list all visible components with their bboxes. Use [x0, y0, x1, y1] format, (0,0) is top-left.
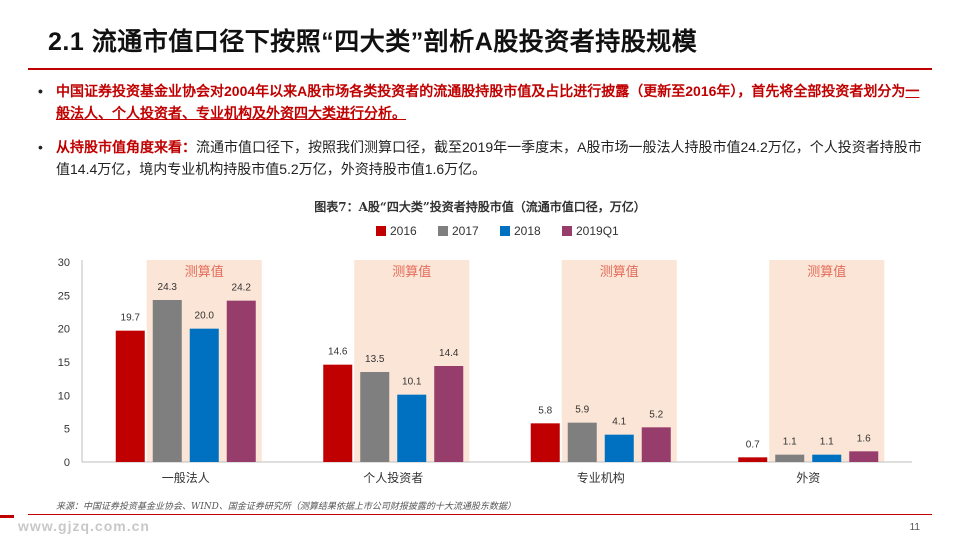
data-label: 1.6 — [857, 433, 871, 444]
estimate-label: 测算值 — [185, 264, 224, 279]
bullet-text-a: 中国证券投资基金业协会对2004年以来A股市场各类投资者的流通股持股市值及占比进… — [56, 83, 794, 99]
site-watermark: www.gjzq.com.cn — [18, 518, 150, 534]
bullet-dot: • — [38, 139, 43, 155]
estimate-label: 测算值 — [600, 264, 639, 279]
legend-label: 2016 — [390, 224, 417, 238]
bullet-text: 中国证券投资基金业协会对2004年以来A股市场各类投资者的流通股持股市值及占比进… — [56, 80, 928, 124]
legend-label: 2017 — [452, 224, 479, 238]
title-divider — [28, 68, 932, 70]
bullet-dot: • — [38, 83, 43, 99]
legend-label: 2019Q1 — [576, 224, 619, 238]
bar-2017 — [152, 300, 182, 462]
bar-2019q1 — [641, 427, 671, 462]
bar-2019q1 — [434, 366, 464, 462]
bar-2016 — [323, 364, 353, 462]
bar-2018 — [189, 328, 219, 462]
legend-swatch — [376, 226, 386, 236]
figure-caption: 图表7：A股“四大类”投资者持股市值（流通市值口径，万亿） — [314, 200, 646, 214]
data-label: 24.2 — [232, 283, 252, 294]
data-label: 0.7 — [746, 439, 760, 450]
data-label: 5.2 — [649, 409, 663, 420]
bullet-text: 从持股市值角度来看：流通市值口径下，按照我们测算口径，截至2019年一季度末，A… — [56, 136, 928, 180]
bar-2016 — [530, 423, 560, 462]
bullet-text-b: 全部投资者划分为 — [793, 83, 906, 99]
data-label: 1.1 — [783, 437, 797, 448]
y-tick-label: 30 — [58, 257, 70, 269]
data-label: 4.1 — [612, 417, 626, 428]
figure-source: 来源：中国证券投资基金业协会、WIND、国金证券研究所（测算结果依据上市公司财报… — [56, 502, 516, 512]
estimate-label: 测算值 — [392, 264, 431, 279]
bullet-disclosure: • 中国证券投资基金业协会对2004年以来A股市场各类投资者的流通股持股市值及占… — [38, 80, 928, 124]
bar-2018 — [604, 434, 634, 462]
y-tick-label: 5 — [64, 424, 70, 436]
footer-divider — [28, 514, 932, 515]
bar-2018 — [397, 394, 427, 462]
legend-label: 2018 — [514, 224, 541, 238]
bar-chart: 测算值 测算值 测算值 测算值 0 5 10 15 20 25 30 19.7 24.3 20.0 24.2… — [58, 224, 912, 485]
bullet-body: 流通市值口径下，按照我们测算口径，截至2019年一季度末，A股市场一般法人持股市… — [56, 139, 922, 177]
data-label: 5.9 — [575, 405, 589, 416]
bullet-market-value: • 从持股市值角度来看：流通市值口径下，按照我们测算口径，截至2019年一季度末… — [38, 136, 928, 180]
y-tick-label: 0 — [64, 457, 70, 469]
bullet-lead: 从持股市值角度来看： — [56, 139, 196, 155]
bar-2016 — [738, 457, 768, 462]
x-tick-label: 专业机构 — [577, 470, 625, 485]
bar-2019q1 — [226, 300, 256, 462]
estimate-label: 测算值 — [807, 264, 846, 279]
bar-2018 — [812, 454, 842, 462]
y-tick-label: 20 — [58, 324, 70, 336]
data-label: 19.7 — [121, 313, 141, 324]
page-title: 2.1 流通市值口径下按照“四大类”剖析A股投资者持股规模 — [48, 28, 698, 56]
page-number: 11 — [909, 522, 920, 533]
bar-2017 — [567, 422, 597, 462]
data-label: 14.4 — [439, 348, 459, 359]
y-tick-label: 10 — [58, 390, 70, 402]
x-tick-label: 一般法人 — [162, 470, 210, 485]
bar-2017 — [360, 372, 390, 462]
data-label: 1.1 — [820, 437, 834, 448]
bullet-text-underlined: 一般法人、个人投资者、专业机构及外资四大类进行分析。 — [56, 83, 920, 121]
data-label: 24.3 — [158, 282, 178, 293]
legend-swatch — [562, 226, 572, 236]
data-label: 10.1 — [402, 377, 422, 388]
y-tick-label: 15 — [58, 357, 70, 369]
data-label: 20.0 — [195, 311, 215, 322]
bar-2016 — [115, 330, 145, 462]
estimate-band — [769, 260, 885, 462]
data-label: 14.6 — [328, 347, 348, 358]
legend-swatch — [500, 226, 510, 236]
bar-2019q1 — [849, 451, 879, 462]
bar-2017 — [775, 454, 805, 462]
legend-swatch — [438, 226, 448, 236]
x-tick-label: 个人投资者 — [363, 470, 423, 485]
data-label: 5.8 — [538, 405, 552, 416]
footer-accent — [0, 515, 14, 518]
y-tick-label: 25 — [58, 290, 70, 302]
x-tick-label: 外资 — [796, 471, 820, 485]
data-label: 13.5 — [365, 354, 385, 365]
